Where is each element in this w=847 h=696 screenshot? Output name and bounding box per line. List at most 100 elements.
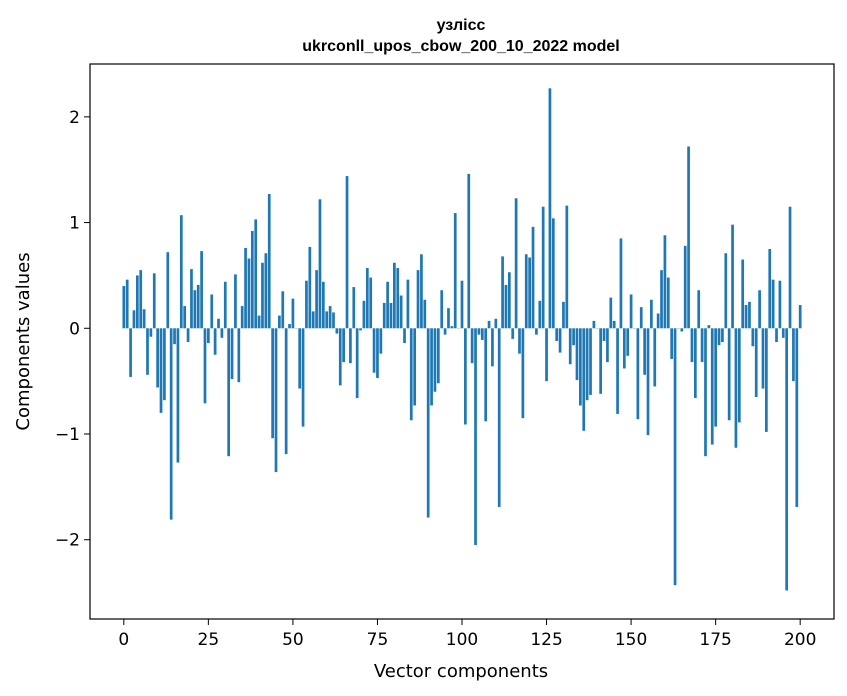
bar-103 [470,328,474,364]
bar-177 [721,328,724,343]
bar-17 [179,215,183,329]
bar-26 [210,294,214,329]
x-axis-ticks: 0 25 50 75 100 125 150 175 200 [118,619,816,650]
bar-124 [541,206,545,329]
bar-68 [352,287,356,329]
bar-92 [433,328,437,392]
x-tick-label-125: 125 [530,630,562,650]
bar-98 [453,213,457,329]
bar-59 [321,281,325,329]
x-tick-label-200: 200 [784,630,816,650]
bar-163 [673,328,677,586]
bar-25 [207,328,210,344]
bar-155 [646,328,650,436]
bar-198 [792,328,795,382]
bar-78 [386,281,389,329]
bar-42 [264,253,268,329]
bar-191 [768,249,772,329]
bar-41 [261,262,264,329]
bar-2 [129,328,132,377]
bar-4 [135,275,139,329]
bar-110 [494,318,498,329]
bar-144 [609,297,613,329]
bar-142 [602,328,606,341]
bar-175 [714,328,717,427]
bar-121 [531,226,535,329]
y-tick-label-0: −2 [55,531,80,551]
y-tick-label-1: −1 [55,425,80,445]
bar-190 [765,328,768,432]
bar-112 [501,256,504,329]
bar-114 [507,272,511,329]
bar-11 [159,328,163,413]
bar-34 [237,328,241,383]
bar-90 [426,328,430,518]
bar-194 [778,280,782,329]
bar-39 [254,219,258,329]
bar-113 [504,284,508,329]
bar-50 [291,298,295,329]
bar-196 [785,328,789,591]
bar-76 [379,328,383,354]
bar-143 [606,328,609,363]
bar-169 [693,328,697,399]
bar-63 [335,328,339,334]
bar-184 [744,305,748,329]
bar-181 [734,328,738,448]
bar-60 [325,311,329,329]
y-axis-ticks: −2 −1 0 1 2 [55,108,90,551]
bar-20 [190,269,193,329]
y-axis-label: Components values [13,252,34,430]
bar-15 [173,328,176,345]
bar-91 [430,328,433,406]
bar-120 [528,257,531,329]
bar-147 [619,238,623,329]
bar-70 [359,328,362,331]
bar-94 [440,290,444,329]
bar-134 [575,328,579,381]
bar-64 [338,328,342,386]
bar-168 [690,328,694,363]
bar-80 [393,262,396,329]
bar-14 [169,328,173,520]
bar-5 [139,270,143,329]
bar-46 [278,315,281,329]
bar-12 [163,328,166,401]
bar-166 [683,245,687,329]
bar-66 [345,176,349,329]
bar-146 [616,328,619,414]
bar-129 [558,328,562,353]
bar-89 [423,299,427,329]
bar-49 [288,324,291,329]
bar-195 [781,328,785,338]
bar-62 [332,312,335,329]
bar-8 [149,328,153,337]
bar-170 [697,290,701,329]
bar-152 [636,328,640,420]
x-tick-label-25: 25 [198,630,220,650]
bar-48 [284,328,288,455]
bar-45 [274,328,278,473]
y-tick-label-4: 2 [69,108,80,128]
bar-85 [409,328,413,421]
bar-135 [579,328,582,406]
bar-72 [365,268,369,329]
bar-95 [443,328,447,335]
bar-141 [599,328,603,394]
bar-56 [311,311,315,329]
bar-87 [416,270,420,329]
bar-73 [369,277,373,329]
bar-16 [176,328,180,463]
bar-193 [775,328,778,343]
bar-27 [213,328,217,355]
bar-84 [406,279,410,329]
bar-18 [183,306,187,329]
bar-183 [741,259,745,329]
bar-118 [521,328,525,419]
bar-182 [737,328,741,423]
x-tick-label-50: 50 [282,630,304,650]
bar-189 [761,328,765,389]
bar-197 [788,206,792,329]
bar-21 [193,290,197,329]
bar-115 [511,328,515,339]
